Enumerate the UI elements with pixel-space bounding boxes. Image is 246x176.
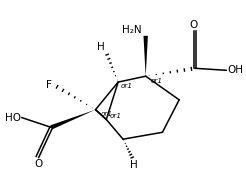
Text: H₂N: H₂N (122, 25, 142, 35)
Text: OH: OH (227, 65, 243, 75)
Text: F: F (46, 80, 52, 90)
Text: H: H (97, 42, 104, 52)
Text: or1: or1 (121, 83, 133, 89)
Polygon shape (143, 36, 148, 76)
Text: O: O (34, 159, 43, 169)
Text: H: H (130, 160, 138, 170)
Text: or1: or1 (109, 112, 121, 118)
Text: or1: or1 (151, 78, 163, 84)
Polygon shape (50, 110, 95, 129)
Text: HO: HO (5, 112, 21, 122)
Text: or1: or1 (100, 111, 112, 117)
Text: O: O (190, 20, 198, 30)
